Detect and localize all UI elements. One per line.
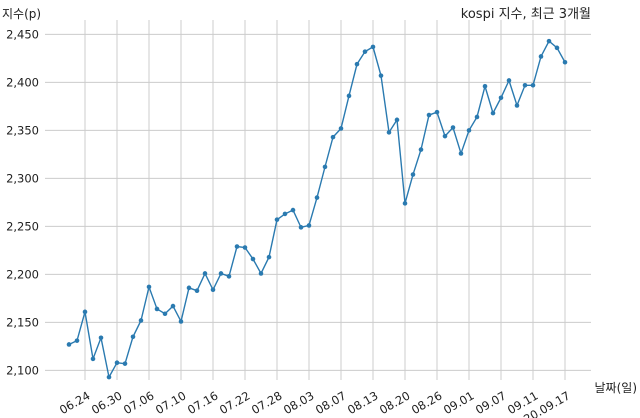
data-point	[514, 103, 520, 108]
data-point	[258, 271, 264, 276]
data-point	[226, 274, 232, 279]
data-point	[394, 117, 400, 123]
data-point	[170, 303, 176, 309]
data-point	[322, 164, 328, 170]
data-point	[202, 271, 208, 276]
data-point	[338, 126, 344, 131]
x-axis-label: 날짜(일)	[595, 381, 637, 395]
grid	[45, 20, 591, 380]
data-point	[546, 38, 552, 44]
data-point	[82, 309, 88, 315]
data-point	[138, 318, 144, 323]
data-point	[306, 223, 312, 228]
data-point	[490, 110, 496, 116]
chart-title: kospi 지수, 최근 3개월	[461, 7, 591, 22]
data-point	[386, 130, 392, 135]
data-point	[194, 288, 200, 294]
data-point	[458, 151, 464, 156]
data-point	[298, 225, 304, 230]
data-point	[362, 49, 368, 54]
data-point	[522, 82, 528, 88]
y-tick-label: 2,150	[6, 315, 39, 329]
data-point	[506, 78, 512, 83]
data-points	[66, 38, 568, 380]
data-point	[370, 44, 376, 50]
data-point	[242, 245, 248, 250]
data-point	[290, 207, 296, 213]
data-point	[554, 45, 560, 51]
data-point	[562, 59, 568, 65]
data-point	[66, 342, 72, 347]
data-point	[498, 95, 504, 101]
data-point	[162, 311, 168, 317]
data-point	[114, 360, 120, 366]
data-point	[98, 335, 104, 341]
data-point	[130, 334, 136, 340]
data-point	[106, 374, 112, 380]
data-point	[250, 256, 256, 262]
y-tick-label: 2,250	[6, 219, 39, 233]
data-point	[426, 112, 432, 118]
y-axis-label: 지수(p)	[2, 7, 41, 21]
y-tick-label: 2,100	[6, 363, 39, 377]
data-point	[474, 114, 480, 120]
data-point	[418, 147, 424, 152]
y-tick-label: 2,400	[6, 75, 39, 89]
data-point	[146, 284, 152, 290]
data-point	[274, 217, 280, 222]
data-point	[538, 54, 544, 59]
data-point	[434, 109, 440, 115]
y-tick-label: 2,300	[6, 171, 39, 185]
data-point	[314, 195, 320, 200]
data-point	[530, 82, 536, 88]
data-point	[210, 287, 216, 293]
data-point	[74, 338, 80, 343]
data-point	[90, 356, 96, 362]
y-tick-label: 2,450	[6, 27, 39, 41]
data-point	[282, 211, 288, 217]
data-point	[442, 133, 448, 139]
data-point	[122, 361, 128, 366]
y-axis-ticks: 2,100 2,150 2,200 2,250 2,300 2,350 2,400 2,450	[6, 27, 39, 377]
data-point	[466, 128, 472, 133]
data-point	[410, 172, 416, 177]
data-point	[402, 201, 408, 206]
data-point	[450, 125, 456, 130]
data-point	[218, 271, 224, 276]
y-tick-label: 2,350	[6, 123, 39, 137]
data-point	[154, 306, 160, 312]
data-point	[378, 73, 384, 78]
data-point	[354, 61, 360, 67]
data-point	[482, 83, 488, 89]
data-point	[346, 93, 352, 99]
y-tick-label: 2,200	[6, 267, 39, 281]
data-point	[178, 319, 184, 324]
data-point	[234, 244, 240, 249]
data-point	[330, 134, 336, 140]
data-point	[186, 285, 192, 291]
data-point	[266, 254, 272, 260]
